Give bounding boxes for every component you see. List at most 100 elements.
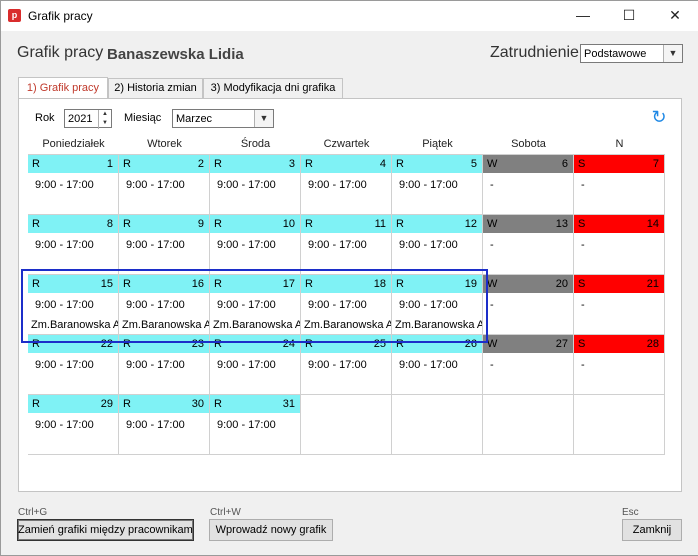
- calendar-day-cell[interactable]: R 17 9:00 - 17:00 Zm.Baranowska A: [210, 275, 301, 335]
- calendar-day-cell[interactable]: R 9 9:00 - 17:00: [119, 215, 210, 275]
- employment-label: Zatrudnienie: [490, 44, 579, 61]
- calendar-day-cell[interactable]: R 2 9:00 - 17:00: [119, 155, 210, 215]
- maximize-icon[interactable]: ☐: [622, 7, 636, 23]
- day-header: Piątek: [392, 135, 483, 155]
- tab-grafik-pracy[interactable]: 1) Grafik pracy: [18, 77, 108, 98]
- work-hours: 9:00 - 17:00: [399, 359, 458, 371]
- day-number: 11: [374, 218, 386, 230]
- calendar-day-cell[interactable]: S 21 -: [574, 275, 665, 335]
- calendar-day-cell[interactable]: R 12 9:00 - 17:00: [392, 215, 483, 275]
- calendar-day-cell[interactable]: R 11 9:00 - 17:00: [301, 215, 392, 275]
- calendar-day-cell[interactable]: R 29 9:00 - 17:00: [28, 395, 119, 455]
- day-header: Wtorek: [119, 135, 210, 155]
- day-type-bar: [119, 155, 209, 173]
- calendar-day-cell[interactable]: R 24 9:00 - 17:00: [210, 335, 301, 395]
- calendar-day-cell[interactable]: R 5 9:00 - 17:00: [392, 155, 483, 215]
- new-schedule-button[interactable]: Wprowadź nowy grafik: [209, 519, 333, 541]
- day-number: 2: [197, 158, 204, 170]
- day-number: 25: [373, 338, 386, 350]
- title-bar: p Grafik pracy — ☐ ✕: [1, 1, 698, 31]
- day-number: 27: [555, 338, 568, 350]
- employee-name: Banaszewska Lidia: [107, 46, 244, 63]
- day-type-bar: [301, 155, 391, 173]
- day-type-bar: [210, 155, 300, 173]
- day-type-bar: [392, 335, 482, 353]
- calendar-day-cell[interactable]: R 18 9:00 - 17:00 Zm.Baranowska A: [301, 275, 392, 335]
- work-hours: 9:00 - 17:00: [126, 359, 185, 371]
- close-icon[interactable]: ✕: [669, 7, 681, 23]
- year-spinner[interactable]: 2021 ▲ ▼: [64, 109, 112, 129]
- calendar-day-cell[interactable]: R 8 9:00 - 17:00: [28, 215, 119, 275]
- day-number: 1: [106, 158, 113, 170]
- work-hours: 9:00 - 17:00: [308, 359, 367, 371]
- day-type-bar: [28, 275, 118, 293]
- tab-modyfikacja-dni[interactable]: 3) Modyfikacja dni grafika: [203, 78, 343, 98]
- day-type-bar: [483, 275, 573, 293]
- day-header: Czwartek: [301, 135, 392, 155]
- work-hours: 9:00 - 17:00: [308, 239, 367, 251]
- calendar-day-cell[interactable]: R 22 9:00 - 17:00: [28, 335, 119, 395]
- day-type-code: R: [396, 278, 404, 290]
- calendar-day-cell[interactable]: R 26 9:00 - 17:00: [392, 335, 483, 395]
- calendar-day-cell[interactable]: R 23 9:00 - 17:00: [119, 335, 210, 395]
- day-type-code: R: [214, 158, 222, 170]
- day-type-bar: [574, 335, 664, 353]
- refresh-icon[interactable]: ↻: [651, 107, 667, 127]
- work-hours: 9:00 - 17:00: [217, 239, 276, 251]
- day-number: 29: [100, 398, 113, 410]
- day-type-bar: [392, 215, 482, 233]
- swap-schedules-button[interactable]: Zamień grafiki między pracownikami: [17, 519, 194, 541]
- day-number: 16: [191, 278, 204, 290]
- employment-select[interactable]: Podstawowe ▼: [580, 44, 683, 63]
- calendar-day-cell[interactable]: R 16 9:00 - 17:00 Zm.Baranowska A: [119, 275, 210, 335]
- calendar-day-cell[interactable]: R 3 9:00 - 17:00: [210, 155, 301, 215]
- day-number: 26: [464, 338, 477, 350]
- calendar-day-cell[interactable]: R 4 9:00 - 17:00: [301, 155, 392, 215]
- work-hours: -: [490, 299, 494, 311]
- day-type-code: R: [32, 338, 40, 350]
- calendar-day-cell[interactable]: W 6 -: [483, 155, 574, 215]
- day-number: 7: [652, 158, 659, 170]
- shift-note: Zm.Baranowska A: [122, 319, 210, 331]
- work-hours: -: [490, 359, 494, 371]
- calendar-day-cell[interactable]: R 15 9:00 - 17:00 Zm.Baranowska A: [28, 275, 119, 335]
- calendar-day-cell[interactable]: S 28 -: [574, 335, 665, 395]
- day-type-bar: [119, 395, 209, 413]
- calendar-day-cell[interactable]: W 27 -: [483, 335, 574, 395]
- spinner-arrows-icon[interactable]: ▲ ▼: [98, 110, 111, 129]
- day-number: 5: [470, 158, 477, 170]
- day-type-code: R: [214, 218, 222, 230]
- day-number: 10: [282, 218, 295, 230]
- day-type-code: R: [123, 338, 131, 350]
- day-type-code: R: [305, 218, 313, 230]
- calendar-day-cell[interactable]: R 30 9:00 - 17:00: [119, 395, 210, 455]
- day-number: 12: [464, 218, 477, 230]
- tab-historia-zmian[interactable]: 2) Historia zmian: [108, 78, 203, 98]
- work-hours: -: [490, 179, 494, 191]
- calendar-day-cell[interactable]: W 13 -: [483, 215, 574, 275]
- calendar-day-cell[interactable]: W 20 -: [483, 275, 574, 335]
- calendar-empty-cell: [301, 395, 392, 455]
- calendar-day-cell[interactable]: R 1 9:00 - 17:00: [28, 155, 119, 215]
- work-hours: 9:00 - 17:00: [217, 299, 276, 311]
- calendar-day-cell[interactable]: R 31 9:00 - 17:00: [210, 395, 301, 455]
- work-hours: 9:00 - 17:00: [399, 299, 458, 311]
- day-type-code: R: [32, 218, 40, 230]
- calendar-day-cell[interactable]: S 14 -: [574, 215, 665, 275]
- window-title: Grafik pracy: [28, 9, 93, 23]
- day-type-code: W: [487, 338, 498, 350]
- calendar-day-cell[interactable]: R 19 9:00 - 17:00 Zm.Baranowska A: [392, 275, 483, 335]
- calendar-day-cell[interactable]: S 7 -: [574, 155, 665, 215]
- day-type-bar: [119, 215, 209, 233]
- work-hours: 9:00 - 17:00: [126, 179, 185, 191]
- calendar-day-cell[interactable]: R 10 9:00 - 17:00: [210, 215, 301, 275]
- close-button[interactable]: Zamknij: [622, 519, 682, 541]
- year-label: Rok: [35, 112, 55, 124]
- calendar-day-cell[interactable]: R 25 9:00 - 17:00: [301, 335, 392, 395]
- month-select[interactable]: Marzec ▼: [172, 109, 274, 128]
- work-hours: 9:00 - 17:00: [126, 419, 185, 431]
- day-number: 31: [282, 398, 295, 410]
- minimize-icon[interactable]: —: [576, 7, 590, 23]
- work-hours: -: [581, 179, 585, 191]
- year-value: 2021: [68, 113, 93, 125]
